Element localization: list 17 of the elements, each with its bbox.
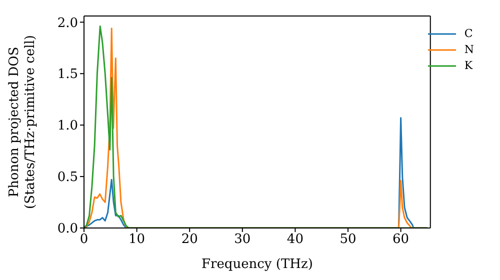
y-tick-label: 0.5 — [57, 170, 78, 186]
x-tick-label: 20 — [181, 232, 198, 248]
x-axis-title: Frequency (THz) — [201, 257, 313, 272]
y-tick-label: 1.5 — [57, 67, 78, 82]
x-tick-label: 30 — [234, 232, 251, 248]
legend-label: K — [464, 58, 473, 74]
x-tick-label: 60 — [392, 232, 410, 248]
y-tick-label: 2.0 — [57, 16, 78, 31]
x-tick-label: 50 — [340, 232, 356, 248]
x-tick-label: 40 — [286, 232, 304, 248]
legend-label: C — [464, 26, 473, 42]
x-tick-label: 10 — [128, 232, 146, 248]
x-tick-label: 0 — [80, 232, 88, 248]
y-axis-title: Phonon projected DOS (States/THz·primitive cell) — [7, 34, 38, 210]
legend-label: N — [464, 42, 474, 58]
y-tick-label: 0.0 — [57, 222, 78, 237]
y-tick-label: 1.0 — [57, 118, 78, 134]
